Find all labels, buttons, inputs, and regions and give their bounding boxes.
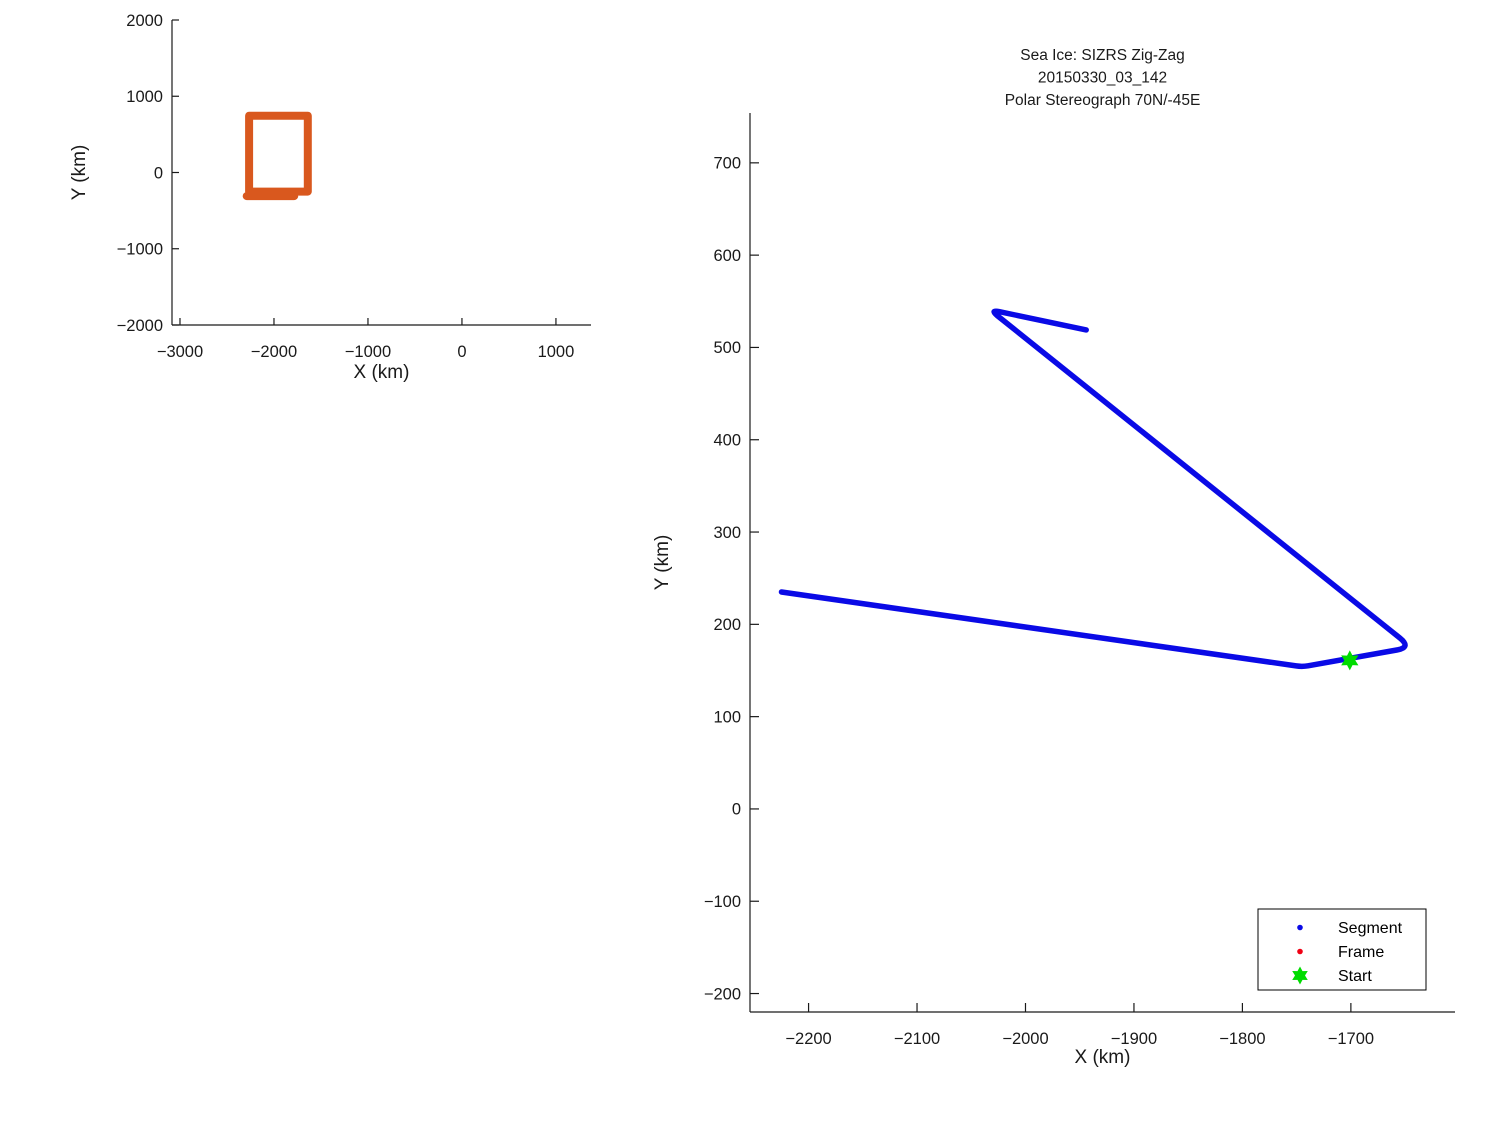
plot-title-line: Sea Ice: SIZRS Zig-Zag (1020, 47, 1185, 64)
legend-box (1257, 908, 1427, 991)
legend-label-segment: Segment (1338, 920, 1403, 937)
y-tick-label: −1000 (117, 241, 163, 259)
x-tick-label: −2000 (1002, 1030, 1048, 1048)
y-tick-label: −2000 (117, 317, 163, 335)
y-tick-label: 1000 (126, 88, 163, 106)
legend-swatch-frame-dot (1297, 948, 1303, 955)
legend-swatch-segment-dot (1297, 924, 1303, 931)
x-tick-label: −1700 (1328, 1030, 1374, 1048)
legend-label-frame: Frame (1338, 944, 1384, 961)
y-tick-label: 700 (713, 155, 741, 173)
zigzag-axes (749, 113, 1455, 1013)
x-tick-label: −2100 (894, 1030, 940, 1048)
x-tick-label: 0 (457, 343, 466, 361)
x-tick-label: −1000 (345, 343, 391, 361)
legend-label-start: Start (1338, 968, 1372, 985)
flight-track-line (778, 308, 1408, 670)
coverage-box (245, 111, 312, 196)
y-tick-label: 200 (713, 616, 741, 634)
x-tick-label: 1000 (538, 343, 575, 361)
y-tick-label: 0 (154, 164, 163, 182)
start-marker (1341, 650, 1359, 671)
legend-swatch-start-hexagram (1292, 966, 1308, 985)
x-axis-label: X (km) (1075, 1047, 1131, 1068)
y-tick-label: 2000 (126, 12, 163, 30)
x-tick-label: −3000 (157, 343, 203, 361)
y-tick-label: 100 (713, 708, 741, 726)
x-axis-label: X (km) (354, 362, 410, 383)
x-tick-label: −1900 (1111, 1030, 1157, 1048)
x-tick-label: −1800 (1219, 1030, 1265, 1048)
plot-title-line: 20150330_03_142 (1038, 70, 1167, 87)
y-axis-label: Y (km) (69, 145, 90, 201)
y-axis-label: Y (km) (652, 535, 673, 591)
zigzag-plot: −2200 −2100 −2000 −1900 −1800 −1700 −200 −100 0 1… (652, 47, 1455, 1068)
y-tick-label: 400 (713, 432, 741, 450)
y-tick-label: 600 (713, 247, 741, 265)
y-tick-label: −100 (704, 893, 741, 911)
x-tick-label: −2000 (251, 343, 297, 361)
overview-plot: −3000 −2000 −1000 0 1000 −2000 −1000 0 1000 2000 X… (69, 12, 591, 383)
overview-axes (171, 20, 591, 326)
y-tick-label: 0 (732, 801, 741, 819)
plot-title-line: Polar Stereograph 70N/-45E (1005, 92, 1201, 109)
y-tick-label: −200 (704, 985, 741, 1003)
y-tick-label: 300 (713, 524, 741, 542)
x-tick-label: −2200 (785, 1030, 831, 1048)
legend: Segment Frame Start (1257, 908, 1427, 991)
y-tick-label: 500 (713, 339, 741, 357)
